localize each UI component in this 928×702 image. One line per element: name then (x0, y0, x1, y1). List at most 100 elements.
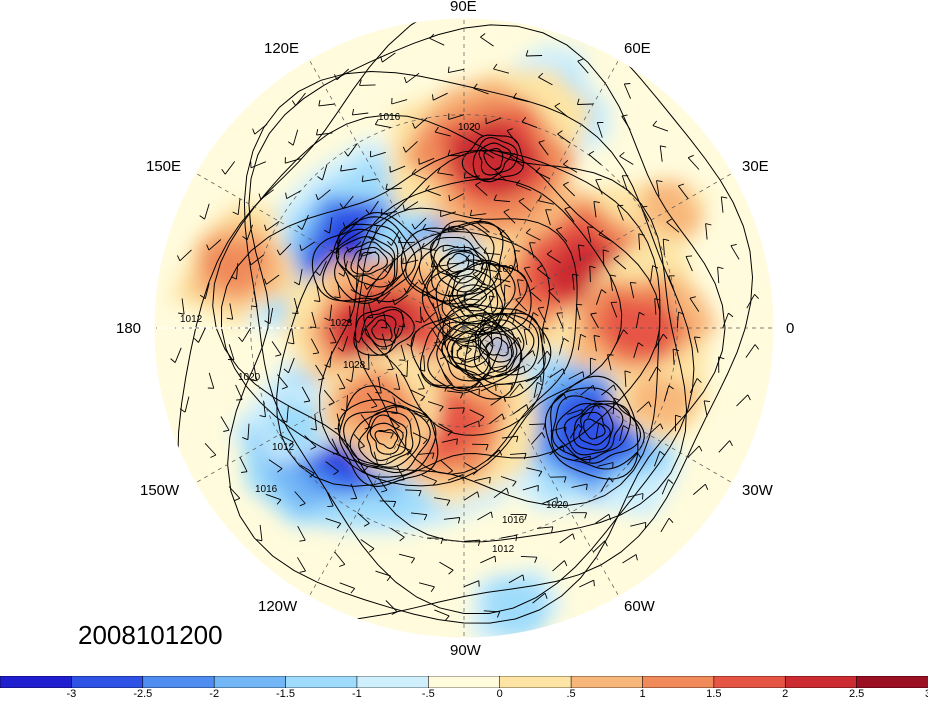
wind-barb (533, 382, 538, 399)
wind-barb-flag (365, 209, 370, 215)
wind-barb-flag (380, 56, 383, 63)
isobar (441, 262, 506, 332)
colorbar-tick-label: 2.5 (848, 688, 865, 700)
wind-barb (259, 524, 263, 541)
wind-barb (689, 297, 700, 312)
wind-barb-flag (515, 179, 521, 185)
wind-barb (329, 217, 333, 234)
wind-barb (509, 365, 525, 375)
map-border (153, 17, 775, 639)
wind-barb (529, 423, 546, 426)
wind-barb-flag (299, 539, 306, 542)
wind-barb-flag (490, 327, 497, 331)
wind-barb (616, 205, 624, 221)
longitude-label: 60W (624, 598, 655, 615)
wind-barb (360, 251, 377, 257)
isobar (322, 216, 417, 303)
wind-barb (268, 459, 283, 469)
wind-barb (400, 344, 406, 361)
wind-barb-flag (176, 255, 181, 261)
wind-barb-flag (593, 335, 600, 338)
wind-barb-flag (318, 378, 325, 381)
wind-barb (440, 211, 457, 218)
wind-barb-flag (624, 83, 631, 85)
wind-barb-flag (621, 114, 628, 117)
wind-barb-flag (578, 424, 583, 430)
wind-barb (480, 149, 495, 159)
wind-barb-flag (350, 289, 357, 293)
wind-barb (339, 582, 355, 589)
wind-barb-flag (587, 226, 594, 228)
wind-barb (693, 483, 706, 495)
wind-barb (437, 172, 454, 176)
wind-barb-flag (383, 268, 389, 274)
wind-barb-flag (264, 224, 267, 231)
wind-barb (687, 157, 700, 170)
wind-barb-flag (444, 615, 450, 621)
wind-barb-flag (458, 517, 461, 524)
wind-barb (449, 193, 465, 202)
longitude-label: 120W (258, 598, 298, 615)
wind-barb (295, 92, 306, 106)
wind-barb (493, 68, 510, 74)
wind-barb (405, 141, 418, 153)
wind-barb-flag (340, 165, 343, 172)
wind-barb-flag (447, 225, 450, 232)
wind-barb (204, 442, 217, 456)
isobar (427, 319, 513, 392)
anomaly-patch (631, 376, 698, 433)
wind-barb (291, 327, 295, 344)
wind-barb (423, 311, 437, 323)
wind-barb (417, 373, 425, 389)
wind-barb (745, 344, 756, 358)
colorbar-tick-label: -2 (209, 688, 220, 700)
wind-barb-flag (589, 456, 591, 463)
wind-barb-flag (426, 418, 431, 424)
wind-barb (421, 247, 438, 252)
wind-barb (438, 423, 453, 432)
wind-barb (648, 423, 661, 435)
wind-barb-flag (490, 511, 493, 518)
wind-barb-flag (430, 586, 435, 593)
wind-barb-flag (698, 445, 703, 452)
longitude-label: 0 (786, 320, 795, 337)
wind-barb-flag (688, 154, 694, 159)
colorbar-segment (71, 676, 144, 688)
wind-barb (562, 184, 576, 197)
wind-barb (463, 462, 478, 472)
wind-barb-flag (584, 512, 588, 519)
wind-barb (265, 493, 282, 501)
wind-barb-flag (641, 205, 648, 208)
wind-barb-flag (330, 249, 336, 254)
wind-barb (435, 343, 447, 358)
wind-barb (475, 184, 488, 196)
wind-barb (314, 414, 317, 431)
contour-label: 1020 (546, 500, 569, 511)
wind-barb (648, 366, 658, 382)
wind-barb (537, 307, 547, 323)
wind-barb (523, 267, 533, 283)
isobar (371, 319, 393, 341)
colorbar-segment (642, 676, 715, 688)
wind-barb-flag (518, 197, 525, 202)
wind-barb-flag (351, 108, 355, 115)
wind-barb (571, 483, 588, 488)
wind-barb-flag (563, 181, 569, 186)
wind-barb-flag (392, 298, 396, 305)
wind-barb-flag (466, 304, 473, 308)
wind-barb-flag (463, 245, 466, 252)
wind-barb-flag (342, 222, 346, 229)
wind-barb-flag (604, 540, 608, 547)
wind-barb-flag (644, 522, 647, 529)
wind-barb-flag (439, 356, 446, 360)
wind-barb (469, 409, 485, 418)
wind-barb-flag (339, 387, 346, 390)
wind-barb (477, 511, 492, 521)
wind-barb (520, 555, 537, 558)
wind-barb-flag (524, 328, 531, 331)
wind-barb (577, 60, 589, 74)
wind-barb (393, 397, 398, 414)
wind-barb-flag (602, 249, 609, 252)
wind-barb-flag (477, 491, 480, 498)
isobar (374, 429, 399, 449)
